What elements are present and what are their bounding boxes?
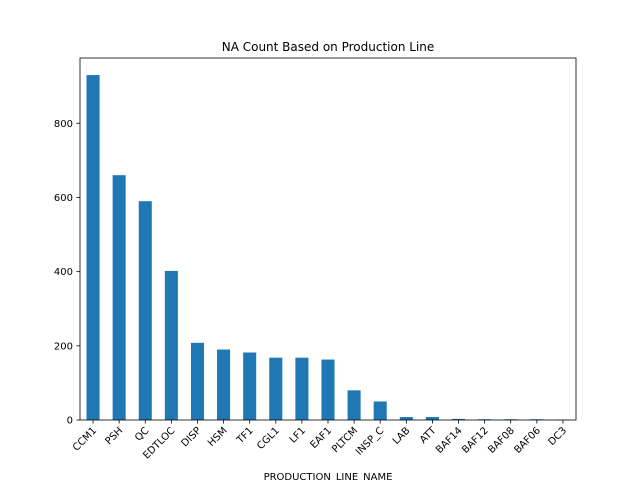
y-tick-label: 800 bbox=[54, 119, 73, 130]
bar-cgl1 bbox=[269, 357, 283, 420]
y-tick-label: 600 bbox=[54, 193, 73, 204]
y-tick-label: 400 bbox=[54, 267, 73, 278]
plot-area bbox=[86, 75, 570, 420]
y-axis: 0 200 400 600 800 bbox=[54, 119, 80, 427]
bar-lf1 bbox=[295, 357, 309, 420]
chart-title: NA Count Based on Production Line bbox=[222, 40, 435, 54]
bar-pltcm bbox=[347, 390, 361, 420]
bar-psh bbox=[112, 175, 126, 420]
y-tick-label: 0 bbox=[67, 416, 73, 427]
bar-edtloc bbox=[164, 270, 178, 420]
bar-lab bbox=[399, 417, 413, 420]
bar-tf1 bbox=[243, 352, 257, 420]
bar-disp bbox=[190, 342, 204, 420]
bar-baf14 bbox=[452, 418, 466, 420]
bar-att bbox=[425, 417, 439, 420]
bar-ccm1 bbox=[86, 75, 100, 420]
bar-qc bbox=[138, 201, 152, 420]
bar-hsm bbox=[217, 349, 231, 420]
bar-eaf1 bbox=[321, 359, 335, 420]
bar-insp-c bbox=[373, 401, 387, 420]
y-tick-label: 200 bbox=[54, 341, 73, 352]
plot-frame bbox=[79, 57, 577, 421]
x-axis-label: PRODUCTION_LINE_NAME bbox=[264, 472, 393, 480]
